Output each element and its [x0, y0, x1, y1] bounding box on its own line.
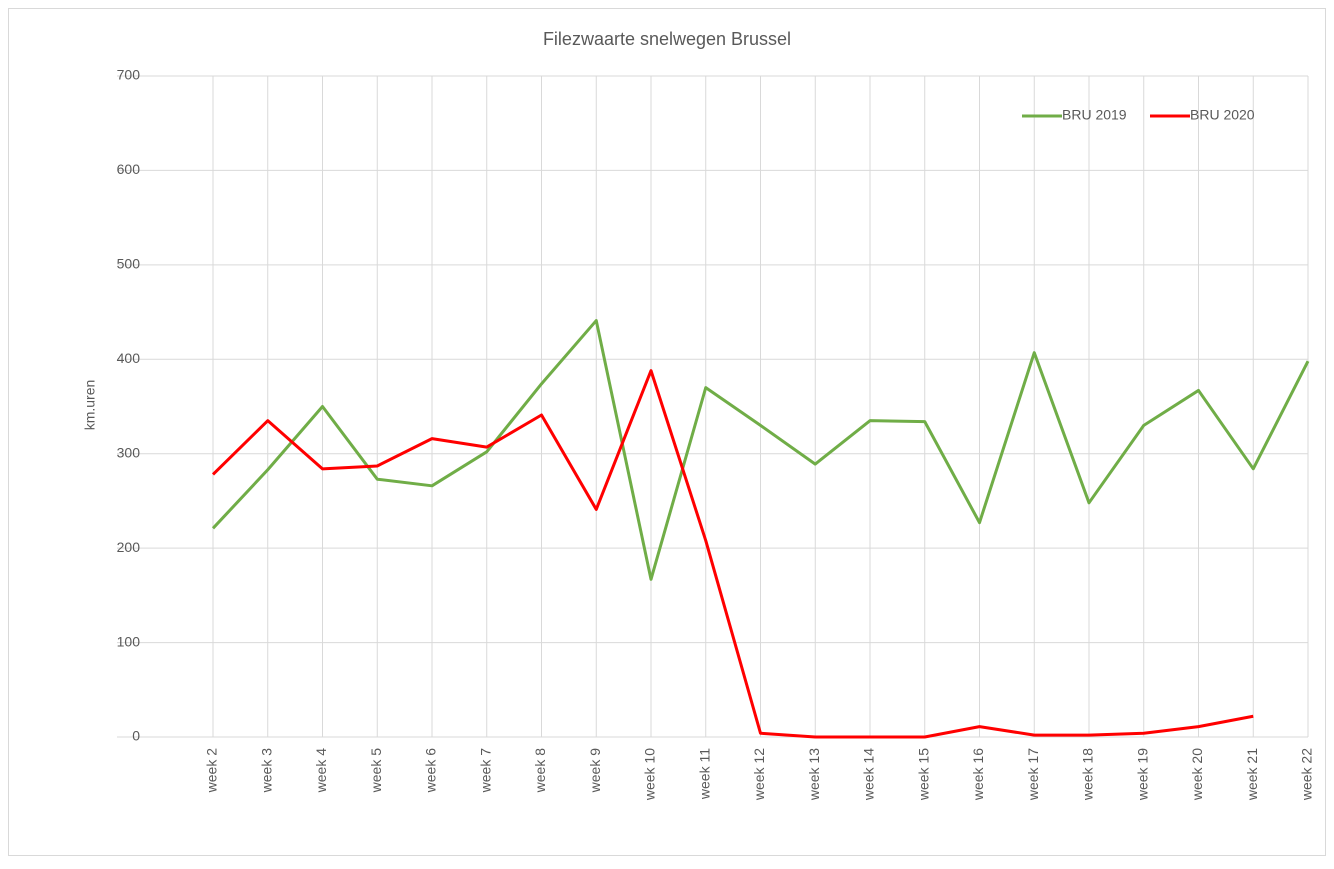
- y-tick-label: 200: [117, 539, 141, 555]
- x-tick-label: week 13: [806, 748, 822, 801]
- y-tick-label: 500: [117, 256, 141, 272]
- x-tick-label: week 14: [861, 748, 877, 801]
- x-tick-label: week 17: [1025, 748, 1041, 801]
- x-tick-label: week 11: [696, 748, 712, 800]
- series-line: [211, 369, 1254, 739]
- series-line: [211, 319, 1310, 581]
- chart-title: Filezwaarte snelwegen Brussel: [543, 29, 791, 49]
- x-tick-label: week 20: [1189, 748, 1205, 801]
- x-tick-label: week 22: [1299, 748, 1315, 801]
- y-tick-label: 700: [117, 67, 141, 83]
- x-tick-label: week 4: [313, 748, 329, 794]
- x-tick-label: week 6: [423, 748, 439, 794]
- y-tick-label: 400: [117, 350, 141, 366]
- x-tick-label: week 15: [915, 748, 931, 801]
- chart-frame: [8, 8, 1326, 856]
- y-axis-title: km.uren: [82, 380, 98, 431]
- x-tick-label: week 16: [970, 748, 986, 801]
- x-tick-label: week 21: [1244, 748, 1260, 801]
- x-tick-label: week 2: [204, 748, 220, 794]
- x-tick-label: week 5: [368, 748, 384, 794]
- y-tick-label: 300: [117, 444, 141, 460]
- legend-label: BRU 2020: [1190, 107, 1255, 123]
- x-tick-label: week 18: [1080, 748, 1096, 801]
- x-tick-label: week 9: [587, 748, 603, 794]
- x-tick-label: week 12: [751, 748, 767, 801]
- legend-label: BRU 2019: [1062, 107, 1127, 123]
- x-tick-label: week 19: [1134, 748, 1150, 801]
- x-tick-label: week 10: [642, 748, 658, 801]
- y-tick-label: 0: [132, 728, 140, 744]
- x-tick-label: week 7: [477, 748, 493, 794]
- x-tick-label: week 3: [258, 748, 274, 794]
- x-tick-label: week 8: [532, 748, 548, 794]
- y-tick-label: 100: [117, 633, 141, 649]
- y-tick-label: 600: [117, 161, 141, 177]
